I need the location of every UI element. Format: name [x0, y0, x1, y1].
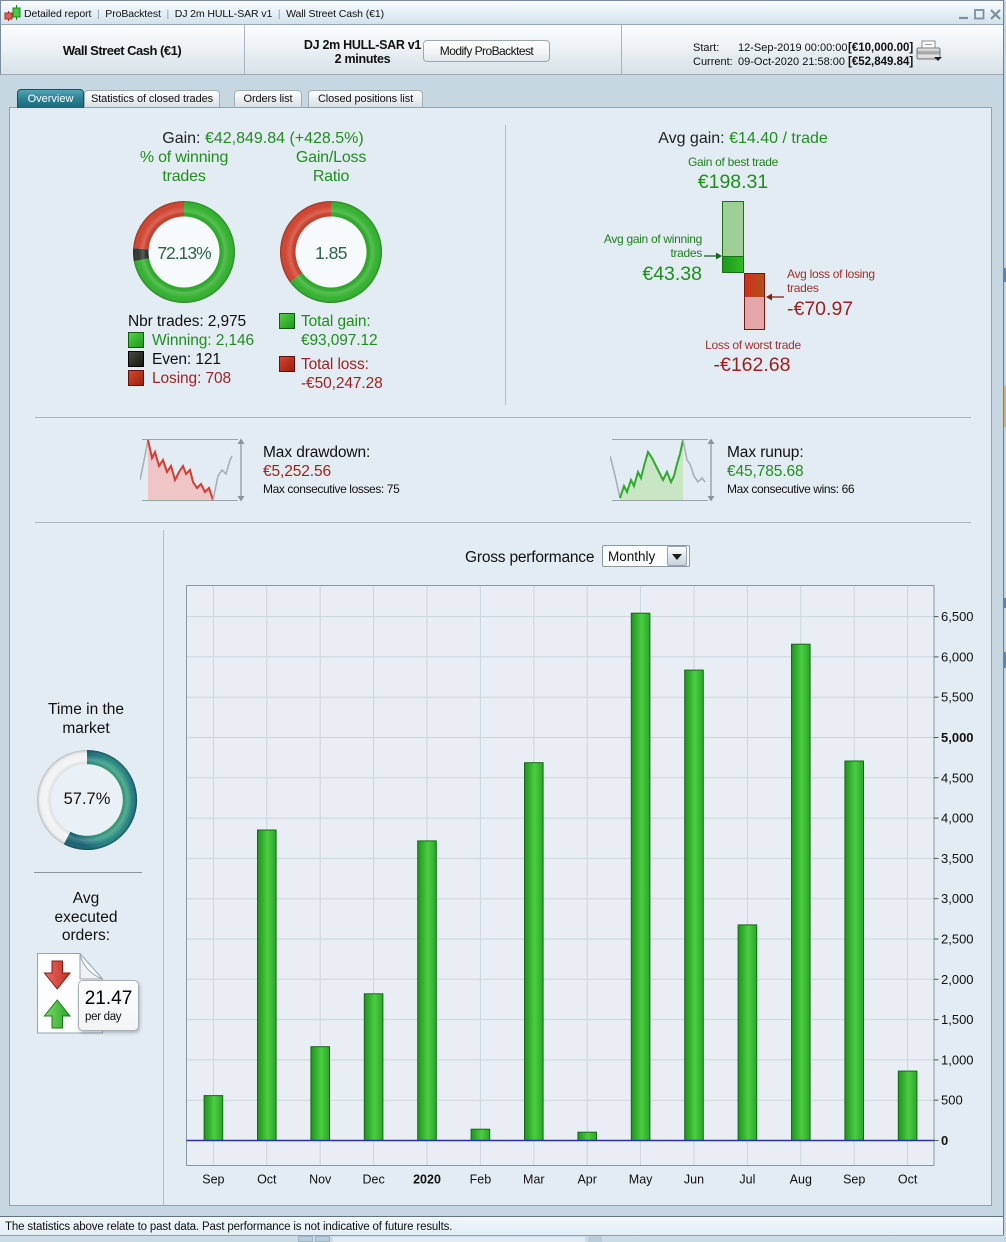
svg-text:4,000: 4,000	[941, 811, 974, 826]
svg-text:0: 0	[941, 1133, 948, 1148]
svg-text:Oct: Oct	[898, 1173, 918, 1187]
svg-text:3,000: 3,000	[941, 891, 974, 906]
svg-text:5,500: 5,500	[941, 690, 974, 705]
svg-text:2020: 2020	[413, 1173, 441, 1187]
svg-text:3,500: 3,500	[941, 851, 974, 866]
svg-text:Aug: Aug	[790, 1173, 812, 1187]
svg-text:Jun: Jun	[684, 1173, 704, 1187]
svg-text:2,000: 2,000	[941, 972, 974, 987]
svg-text:Dec: Dec	[362, 1173, 384, 1187]
svg-text:Jul: Jul	[739, 1173, 755, 1187]
svg-text:4,500: 4,500	[941, 770, 974, 785]
svg-text:Mar: Mar	[523, 1173, 545, 1187]
svg-text:Sep: Sep	[843, 1173, 865, 1187]
svg-text:5,000: 5,000	[941, 730, 974, 745]
svg-text:1,500: 1,500	[941, 1012, 974, 1027]
svg-text:2,500: 2,500	[941, 932, 974, 947]
svg-text:Apr: Apr	[577, 1173, 596, 1187]
svg-text:1,000: 1,000	[941, 1052, 974, 1067]
svg-text:Sep: Sep	[202, 1173, 224, 1187]
svg-text:May: May	[629, 1173, 653, 1187]
svg-text:Nov: Nov	[309, 1173, 332, 1187]
svg-text:500: 500	[941, 1093, 963, 1108]
svg-text:Feb: Feb	[470, 1173, 492, 1187]
svg-text:6,000: 6,000	[941, 649, 974, 664]
svg-text:6,500: 6,500	[941, 609, 974, 624]
svg-text:Oct: Oct	[257, 1173, 277, 1187]
